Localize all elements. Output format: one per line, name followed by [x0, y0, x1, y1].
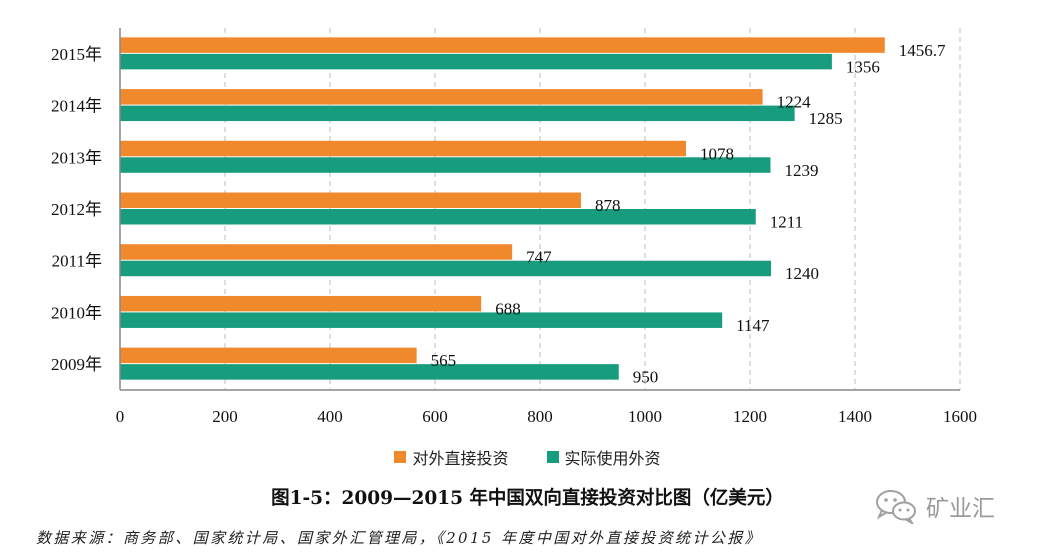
data-label-inward-3: 1211: [770, 213, 803, 232]
category-label-2: 2013年: [51, 148, 102, 167]
x-tick-label-0: 0: [116, 407, 125, 426]
category-label-6: 2009年: [51, 355, 102, 374]
legend-item-inward: 实际使用外资: [546, 445, 661, 469]
data-label-outward-0: 1456.7: [899, 41, 946, 60]
x-tick-label-1400: 1400: [838, 407, 872, 426]
bar-inward-2: [120, 157, 771, 173]
data-source: 数据来源：商务部、国家统计局、国家外汇管理局，《2015 年度中国对外直接投资统…: [36, 529, 763, 547]
bar-chart: 0 200 400 600 800 1000 1200 1400 1600 2015年 1456.7…: [51, 28, 977, 426]
data-label-inward-5: 1147: [736, 316, 770, 335]
data-label-inward-2: 1239: [784, 161, 818, 180]
data-label-inward-6: 950: [633, 368, 659, 387]
bar-outward-5: [120, 295, 482, 312]
data-label-outward-3: 878: [595, 196, 621, 215]
legend: 对外直接投资 实际使用外资: [0, 444, 1055, 470]
x-tick-label-1000: 1000: [628, 407, 662, 426]
data-label-outward-5: 688: [495, 299, 521, 318]
bar-inward-1: [120, 105, 795, 122]
legend-label-inward: 实际使用外资: [564, 449, 661, 468]
bars: [120, 37, 885, 380]
data-label-outward-6: 565: [431, 351, 457, 370]
legend-item-outward: 对外直接投资: [394, 445, 509, 469]
chart-title: 图1-5：2009—2015 年中国双向直接投资对比图（亿美元）: [271, 488, 784, 509]
bar-inward-5: [120, 312, 723, 328]
labels: 0 200 400 600 800 1000 1200 1400 1600 2015年 1456.7…: [51, 41, 977, 426]
bar-inward-0: [120, 53, 832, 70]
bar-outward-3: [120, 192, 581, 208]
bar-inward-3: [120, 209, 756, 225]
bar-outward-1: [120, 89, 763, 105]
x-tick-label-1600: 1600: [943, 407, 977, 426]
x-tick-label-600: 600: [422, 407, 448, 426]
x-tick-label-400: 400: [317, 407, 343, 426]
data-label-outward-1: 1224: [777, 93, 812, 112]
data-label-outward-4: 747: [526, 248, 552, 267]
x-tick-label-800: 800: [527, 407, 553, 426]
category-label-0: 2015年: [51, 45, 102, 64]
axes: [119, 28, 960, 391]
category-label-5: 2010年: [51, 303, 102, 322]
wechat-icon: [876, 490, 916, 524]
x-tick-label-1200: 1200: [733, 407, 767, 426]
bar-inward-4: [120, 260, 771, 277]
legend-swatch-outward: [394, 451, 407, 463]
data-label-inward-1: 1285: [809, 109, 843, 128]
watermark-text: 矿业汇: [926, 496, 995, 522]
bar-outward-4: [120, 244, 513, 260]
data-label-inward-4: 1240: [785, 264, 819, 283]
x-tick-label-200: 200: [212, 407, 238, 426]
category-label-3: 2012年: [51, 200, 102, 219]
data-label-inward-0: 1356: [846, 57, 880, 76]
category-label-4: 2011年: [52, 252, 102, 271]
watermark: 矿业汇: [874, 488, 995, 524]
legend-label-outward: 对外直接投资: [412, 449, 509, 468]
bar-outward-2: [120, 140, 686, 157]
legend-swatch-inward: [546, 451, 559, 463]
data-label-outward-2: 1078: [700, 144, 734, 163]
bar-outward-0: [120, 37, 885, 53]
bar-inward-6: [120, 364, 619, 380]
category-label-1: 2014年: [51, 97, 102, 116]
bar-outward-6: [120, 347, 417, 364]
